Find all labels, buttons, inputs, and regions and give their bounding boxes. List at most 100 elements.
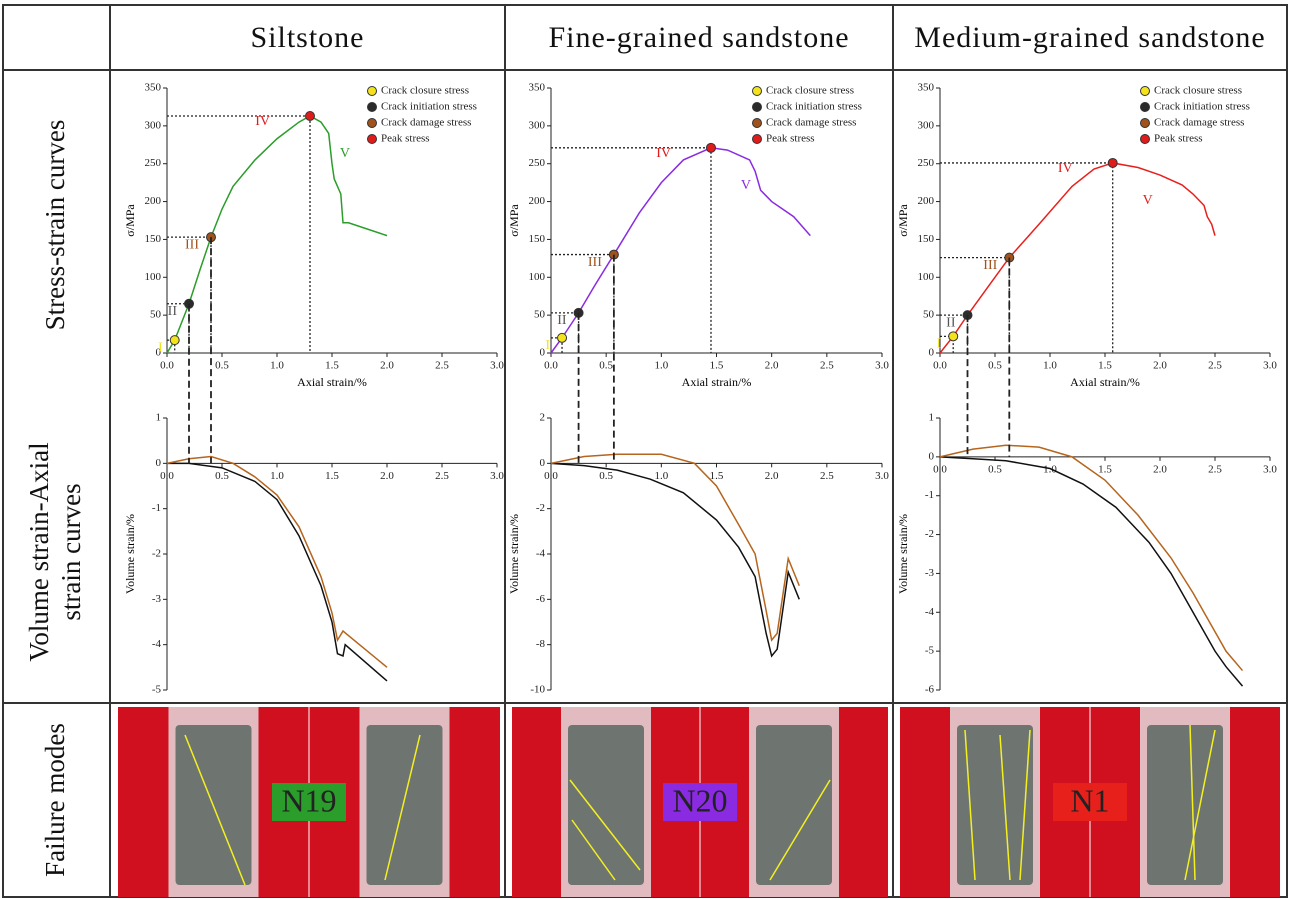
y-tick-label: 0 <box>156 457 162 469</box>
figure: N19N20N10501001502002503003500.00.51.01.… <box>0 0 1290 899</box>
y-tick-label: 300 <box>529 119 546 131</box>
row-header: Volume strain-Axial strain curves <box>5 427 105 677</box>
y-tick-label: -3 <box>152 593 162 605</box>
specimen <box>367 725 443 885</box>
y-tick-label: -3 <box>925 567 935 579</box>
y-tick-label: 0 <box>929 347 935 359</box>
y-tick-label: -6 <box>536 593 546 605</box>
y-tick-label: 50 <box>534 309 546 321</box>
legend-label: Crack initiation stress <box>1154 101 1250 113</box>
legend-marker <box>1141 87 1150 96</box>
x-tick-label: 1.5 <box>325 360 339 372</box>
x-tick-label: 0.5 <box>599 360 613 372</box>
x-tick-label: 2.5 <box>1208 463 1222 475</box>
stage-label: I <box>158 340 163 355</box>
x-tick-label: 2.0 <box>765 470 779 482</box>
x-tick-label: 1.0 <box>270 360 284 372</box>
legend-label: Peak stress <box>381 133 430 145</box>
y-axis-label: Volume strain/% <box>507 514 521 594</box>
line-series <box>167 457 387 668</box>
y-tick-label: 150 <box>918 233 935 245</box>
line-series <box>167 116 387 353</box>
y-tick-label: -2 <box>152 548 161 560</box>
line-series <box>551 148 810 353</box>
x-tick-label: 3.0 <box>490 360 504 372</box>
x-tick-label: 1.0 <box>654 470 668 482</box>
legend-marker <box>1141 135 1150 144</box>
y-tick-label: -5 <box>925 645 935 657</box>
x-tick-label: 2.5 <box>1208 360 1222 372</box>
x-tick-label: 0.0 <box>544 470 558 482</box>
legend-label: Crack closure stress <box>1154 85 1242 97</box>
legend-label: Crack closure stress <box>381 85 469 97</box>
stress-point <box>306 112 315 121</box>
y-tick-label: 0 <box>540 457 546 469</box>
legend-marker <box>368 103 377 112</box>
y-tick-label: 2 <box>540 412 546 424</box>
column-header: Siltstone <box>110 5 505 70</box>
legend-marker <box>753 87 762 96</box>
y-axis-label: σ/MPa <box>896 204 910 237</box>
stress-point <box>706 143 715 152</box>
y-tick-label: -6 <box>925 684 935 696</box>
y-tick-label: 150 <box>529 233 546 245</box>
stress-point <box>1108 158 1117 167</box>
x-tick-label: 2.0 <box>380 360 394 372</box>
x-tick-label: 0.5 <box>988 360 1002 372</box>
x-tick-label: 1.5 <box>1098 360 1112 372</box>
y-tick-label: 200 <box>529 195 546 207</box>
legend-label: Crack damage stress <box>1154 117 1244 129</box>
y-tick-label: -4 <box>536 548 546 560</box>
legend-marker <box>753 103 762 112</box>
y-tick-label: -2 <box>536 502 545 514</box>
stage-label: III <box>588 255 602 270</box>
x-tick-label: 3.0 <box>875 360 889 372</box>
x-tick-label: 1.0 <box>1043 360 1057 372</box>
x-tick-label: 2.5 <box>820 470 834 482</box>
y-tick-label: 350 <box>529 82 546 94</box>
y-tick-label: 100 <box>145 271 162 283</box>
guide-line <box>551 148 711 353</box>
x-tick-label: 0.5 <box>988 463 1002 475</box>
legend-label: Crack damage stress <box>766 117 856 129</box>
line-series <box>940 457 1243 686</box>
legend-marker <box>368 135 377 144</box>
y-tick-label: 300 <box>918 119 935 131</box>
x-tick-label: 3.0 <box>1263 463 1277 475</box>
chart: 0501001502002503003500.00.51.01.52.02.53… <box>896 82 1277 389</box>
x-tick-label: 1.0 <box>270 470 284 482</box>
specimen <box>756 725 832 885</box>
y-axis-label: Volume strain/% <box>123 514 137 594</box>
x-tick-label: 0.0 <box>160 470 174 482</box>
y-axis-label: σ/MPa <box>123 204 137 237</box>
x-tick-label: 0.0 <box>933 360 947 372</box>
stress-point <box>558 333 567 342</box>
y-axis-label: Volume strain/% <box>896 514 910 594</box>
stage-label: II <box>557 313 567 328</box>
y-tick-label: 200 <box>145 195 162 207</box>
stage-label: V <box>1143 193 1153 208</box>
page: {"figure": {"columns": ["Siltstone", "Fi… <box>0 0 1290 899</box>
stage-label: I <box>937 337 942 352</box>
legend-label: Crack closure stress <box>766 85 854 97</box>
legend-label: Peak stress <box>766 133 815 145</box>
x-tick-label: 0.5 <box>599 470 613 482</box>
legend-marker <box>753 135 762 144</box>
x-tick-label: 1.0 <box>654 360 668 372</box>
stage-label: V <box>340 146 350 161</box>
stage-label: II <box>168 304 178 319</box>
column-header: Fine-grained sandstone <box>505 5 893 70</box>
y-tick-label: -8 <box>536 638 546 650</box>
stage-label: IV <box>656 146 671 161</box>
row-header: Failure modes <box>35 705 75 895</box>
legend-marker <box>368 87 377 96</box>
x-axis-label: Axial strain/% <box>297 375 367 389</box>
x-tick-label: 2.0 <box>765 360 779 372</box>
line-series <box>940 445 1243 670</box>
y-tick-label: 1 <box>156 412 162 424</box>
x-tick-label: 2.5 <box>435 470 449 482</box>
x-tick-label: 2.0 <box>1153 360 1167 372</box>
specimen-label: N19 <box>281 782 336 818</box>
